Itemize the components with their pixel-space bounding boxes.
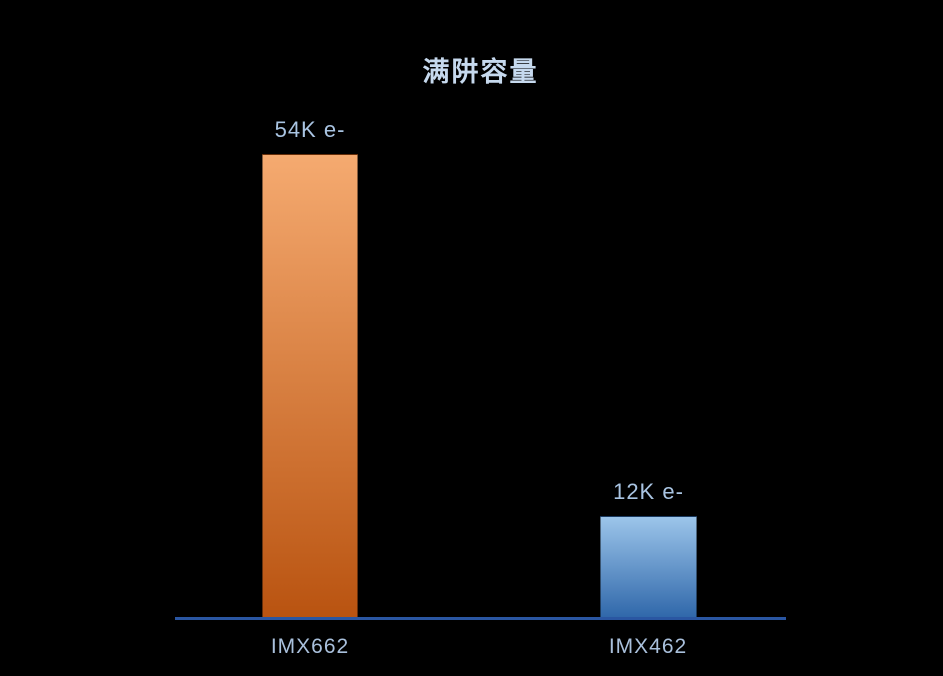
- bar-imx462: [600, 516, 697, 620]
- bar-value-label: 12K e-: [613, 479, 684, 504]
- bar-group-imx462: 12K e-: [600, 479, 697, 620]
- x-axis-line: [175, 617, 786, 620]
- bar-group-imx662: 54K e-: [262, 117, 358, 620]
- bar-value-label: 54K e-: [274, 117, 346, 142]
- category-label-imx662: IMX662: [270, 635, 350, 658]
- bar-imx662: [262, 154, 358, 620]
- chart-title: 满阱容量: [422, 57, 539, 87]
- category-label-imx462: IMX462: [608, 635, 688, 658]
